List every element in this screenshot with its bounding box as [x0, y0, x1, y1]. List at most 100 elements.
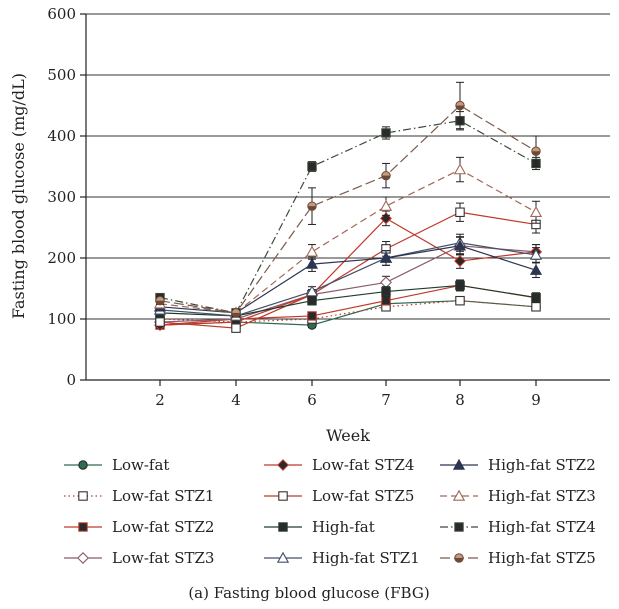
legend-label: Low-fat — [112, 456, 169, 474]
data-point — [78, 522, 88, 532]
marker-shade — [455, 105, 465, 110]
y-tick-label: 400 — [47, 127, 76, 145]
data-point — [381, 128, 391, 138]
marker-shade — [381, 175, 391, 180]
data-point — [529, 263, 543, 275]
marker-shade — [307, 206, 317, 211]
data-point — [381, 286, 391, 297]
legend-label: High-fat STZ4 — [488, 518, 596, 536]
x-tick-label: 4 — [231, 391, 241, 409]
legend-label: High-fat STZ5 — [488, 549, 596, 567]
data-point — [380, 276, 392, 289]
series-line — [159, 300, 537, 323]
legend-label: Low-fat STZ2 — [112, 518, 214, 536]
data-point — [454, 522, 464, 532]
marker-shade — [454, 558, 464, 563]
data-point — [307, 201, 317, 211]
marker-shade — [231, 312, 241, 318]
x-tick-label: 7 — [381, 391, 391, 409]
legend-item: High-fat STZ2 — [440, 456, 596, 474]
data-point — [381, 296, 391, 306]
data-point — [278, 491, 288, 501]
series-high-fat-stz2 — [153, 236, 543, 318]
data-point — [277, 459, 289, 471]
legend-item: Low-fat STZ1 — [64, 487, 214, 505]
y-axis-label: Fasting blood glucose (mg/dL) — [9, 73, 28, 319]
figure-caption: (a) Fasting blood glucose (FBG) — [188, 584, 429, 602]
marker-shade — [155, 300, 165, 305]
data-point — [77, 552, 89, 564]
data-point — [529, 248, 543, 260]
series-low-fat — [155, 296, 541, 330]
series-high-fat-stz5 — [155, 81, 541, 318]
legend-label: High-fat STZ3 — [488, 487, 596, 505]
series-high-fat-stz4 — [155, 111, 541, 318]
data-point — [231, 308, 241, 318]
x-axis-label: Week — [326, 426, 370, 445]
legend-item: Low-fat STZ4 — [264, 456, 414, 474]
data-point — [455, 207, 465, 218]
data-point — [276, 551, 290, 563]
marker-shade — [531, 151, 541, 156]
data-point — [379, 199, 393, 211]
data-point — [305, 257, 319, 269]
y-tick-label: 500 — [47, 66, 76, 84]
data-point — [455, 100, 465, 111]
data-point — [531, 302, 541, 312]
data-point — [155, 296, 165, 306]
series-line — [159, 211, 537, 329]
series-line — [159, 217, 537, 326]
data-point — [155, 317, 165, 327]
y-tick-label: 200 — [47, 249, 76, 267]
data-point — [307, 161, 317, 172]
legend-item: High-fat STZ1 — [264, 549, 420, 567]
legend-label: High-fat STZ1 — [312, 549, 420, 567]
legend-label: High-fat — [312, 518, 375, 536]
series-line — [159, 245, 537, 323]
data-point — [379, 251, 393, 263]
series-low-fat-stz2 — [155, 280, 541, 330]
x-tick-labels: 2 4 6 7 8 9 — [155, 391, 541, 409]
x-tick-label: 6 — [307, 391, 317, 409]
axes — [80, 13, 610, 386]
data-point — [452, 458, 466, 470]
grid-lines — [86, 13, 610, 320]
series-high-fat-stz3 — [153, 156, 543, 318]
legend-item: Low-fat — [64, 456, 169, 474]
legend-item: High-fat STZ4 — [440, 518, 596, 536]
x-tick-label: 9 — [531, 391, 541, 409]
data-point — [455, 295, 465, 306]
legend: Low-fat Low-fat STZ1 Low-fat STZ2 Low-fat S… — [64, 456, 596, 567]
series-low-fat-stz4 — [154, 210, 542, 332]
x-tick-label: 2 — [155, 391, 165, 409]
series-line — [159, 300, 537, 326]
legend-item: Low-fat STZ3 — [64, 549, 214, 567]
series-line — [159, 120, 537, 314]
legend-label: Low-fat STZ5 — [312, 487, 414, 505]
y-tick-label: 600 — [47, 5, 76, 23]
series-line — [159, 168, 537, 314]
data-point — [452, 489, 466, 501]
legend-item: High-fat STZ3 — [440, 487, 596, 505]
data-point — [307, 296, 317, 306]
legend-item: High-fat STZ5 — [440, 549, 596, 567]
legend-label: High-fat STZ2 — [488, 456, 596, 474]
data-point — [531, 292, 541, 303]
legend-label: Low-fat STZ4 — [312, 456, 414, 474]
data-point — [231, 323, 241, 333]
data-point — [305, 285, 319, 297]
data-point — [305, 245, 319, 257]
data-point — [278, 522, 288, 532]
data-point — [453, 239, 467, 251]
legend-label: Low-fat STZ1 — [112, 487, 214, 505]
y-tick-label: 0 — [66, 371, 76, 389]
legend-label: Low-fat STZ3 — [112, 549, 214, 567]
data-point — [307, 311, 317, 321]
data-point — [381, 170, 391, 181]
data-point — [453, 163, 467, 175]
data-point — [531, 146, 541, 156]
data-point — [78, 491, 88, 501]
y-tick-label: 100 — [47, 310, 76, 328]
data-point — [78, 460, 88, 470]
y-tick-labels: 0 100 200 300 400 500 600 — [47, 5, 76, 389]
